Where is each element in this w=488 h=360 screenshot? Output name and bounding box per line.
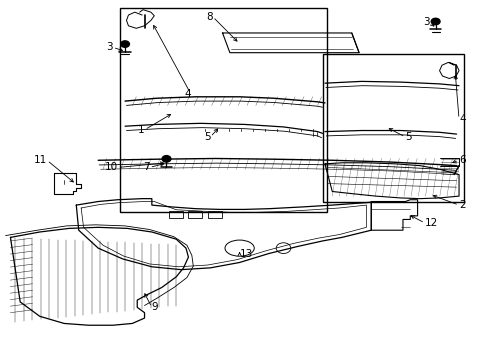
Text: 2: 2 [458, 200, 465, 210]
Bar [207, 211, 221, 218]
Text: 5: 5 [203, 132, 210, 142]
Text: 11: 11 [34, 155, 47, 165]
Circle shape [430, 18, 439, 25]
Circle shape [121, 41, 129, 47]
Bar [168, 211, 182, 218]
Text: 3: 3 [106, 42, 113, 52]
Text: 6: 6 [458, 155, 465, 165]
Text: 5: 5 [405, 132, 411, 142]
Text: 9: 9 [152, 302, 158, 312]
Text: 4: 4 [184, 89, 190, 99]
Circle shape [162, 156, 170, 162]
Text: 10: 10 [104, 162, 118, 172]
Text: 1: 1 [138, 125, 144, 135]
Ellipse shape [224, 240, 254, 256]
Bar [322, 54, 463, 202]
Text: 4: 4 [458, 114, 465, 124]
Text: 8: 8 [206, 12, 212, 22]
Bar [120, 8, 327, 212]
Text: 3: 3 [422, 17, 429, 27]
Text: 12: 12 [424, 218, 437, 228]
Text: 7: 7 [142, 162, 149, 172]
Text: 13: 13 [239, 248, 252, 258]
Bar [188, 211, 202, 218]
